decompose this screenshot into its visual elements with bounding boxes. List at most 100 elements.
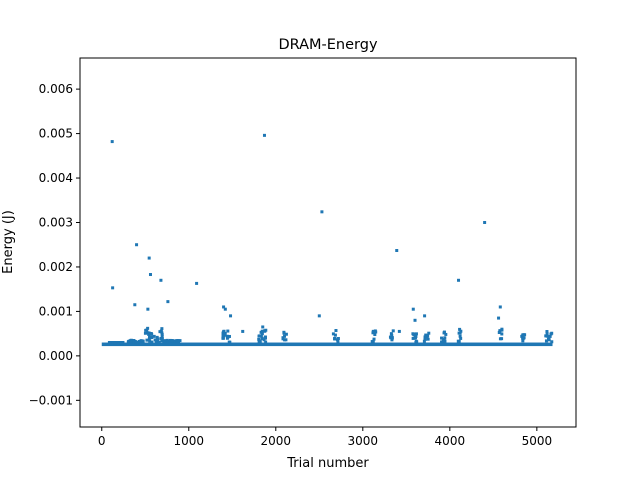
- data-point: [160, 339, 164, 343]
- x-tick-label: 0: [98, 434, 106, 448]
- data-point: [423, 335, 427, 339]
- data-point: [159, 278, 163, 282]
- data-point: [165, 338, 169, 342]
- x-tick-label: 2000: [261, 434, 292, 448]
- plot-frame: [79, 57, 577, 428]
- data-point: [160, 337, 164, 341]
- data-point: [258, 339, 262, 343]
- data-point: [390, 337, 394, 341]
- data-point: [111, 286, 115, 290]
- data-point: [545, 334, 549, 338]
- data-point: [521, 333, 525, 337]
- data-point: [547, 335, 551, 339]
- data-point: [459, 329, 463, 333]
- data-point: [156, 337, 160, 341]
- point-cluster: [370, 329, 378, 344]
- data-point: [221, 334, 225, 338]
- point-cluster: [411, 332, 419, 345]
- point-cluster: [257, 328, 268, 344]
- data-point: [457, 278, 461, 282]
- data-point: [222, 305, 226, 309]
- point-cluster: [422, 331, 431, 343]
- data-point: [371, 331, 375, 335]
- data-points: [101, 133, 554, 347]
- data-point: [113, 341, 117, 345]
- data-point: [320, 210, 324, 214]
- data-point: [391, 329, 395, 333]
- point-cluster: [331, 329, 340, 344]
- data-point: [389, 332, 393, 336]
- data-point: [166, 300, 170, 304]
- data-point: [226, 329, 230, 333]
- y-axis-label: Energy (J): [1, 210, 16, 274]
- data-point: [413, 334, 417, 338]
- data-point: [441, 339, 445, 343]
- data-point: [223, 331, 227, 335]
- data-point: [150, 340, 154, 344]
- x-tick-label: 3000: [348, 434, 379, 448]
- data-point: [371, 339, 375, 343]
- data-point: [111, 341, 115, 345]
- data-point: [426, 333, 430, 337]
- point-cluster: [544, 330, 554, 344]
- data-point: [172, 340, 176, 344]
- data-point: [147, 331, 151, 335]
- data-point: [440, 336, 444, 340]
- data-point: [119, 341, 123, 345]
- data-point: [178, 339, 182, 343]
- data-point: [257, 337, 261, 341]
- data-point: [545, 332, 549, 336]
- data-point: [500, 332, 504, 336]
- data-point: [176, 339, 180, 343]
- y-tick-label: 0.002: [39, 260, 73, 274]
- data-point: [498, 305, 502, 309]
- point-cluster: [497, 327, 504, 341]
- data-point: [227, 334, 231, 338]
- data-point: [411, 336, 415, 340]
- data-point: [284, 332, 288, 336]
- data-point: [147, 337, 151, 341]
- data-point: [459, 336, 463, 340]
- data-point: [284, 338, 288, 342]
- data-point: [144, 328, 148, 332]
- data-point: [413, 336, 417, 340]
- data-point: [458, 327, 462, 331]
- data-point: [457, 331, 461, 335]
- point-cluster: [388, 329, 395, 342]
- data-point: [131, 339, 135, 343]
- data-point: [222, 329, 226, 333]
- data-point: [263, 336, 267, 340]
- point-cluster: [281, 330, 288, 342]
- data-point: [545, 330, 549, 334]
- data-point: [146, 326, 150, 330]
- data-point: [414, 332, 418, 336]
- y-tick-label: 0.004: [39, 171, 73, 185]
- data-point: [259, 334, 263, 338]
- data-point: [521, 339, 525, 343]
- data-point: [261, 325, 265, 329]
- data-point: [154, 340, 158, 344]
- data-point: [129, 340, 133, 344]
- point-cluster: [126, 338, 145, 344]
- data-point: [498, 337, 502, 341]
- data-point: [153, 338, 157, 342]
- data-point: [443, 336, 447, 340]
- data-point: [442, 337, 446, 341]
- data-point: [147, 256, 151, 260]
- data-point: [148, 273, 152, 277]
- data-point: [166, 340, 170, 344]
- data-point: [550, 340, 554, 344]
- data-point: [483, 220, 487, 224]
- data-point: [110, 140, 114, 144]
- data-point: [423, 337, 427, 341]
- data-point: [160, 332, 164, 336]
- chart-title: DRAM-Energy: [278, 37, 377, 53]
- data-point: [411, 307, 415, 311]
- data-point: [444, 332, 448, 336]
- data-point: [333, 337, 337, 341]
- data-point: [241, 329, 245, 333]
- data-point: [137, 339, 141, 343]
- data-point: [264, 340, 268, 344]
- data-point: [262, 329, 266, 333]
